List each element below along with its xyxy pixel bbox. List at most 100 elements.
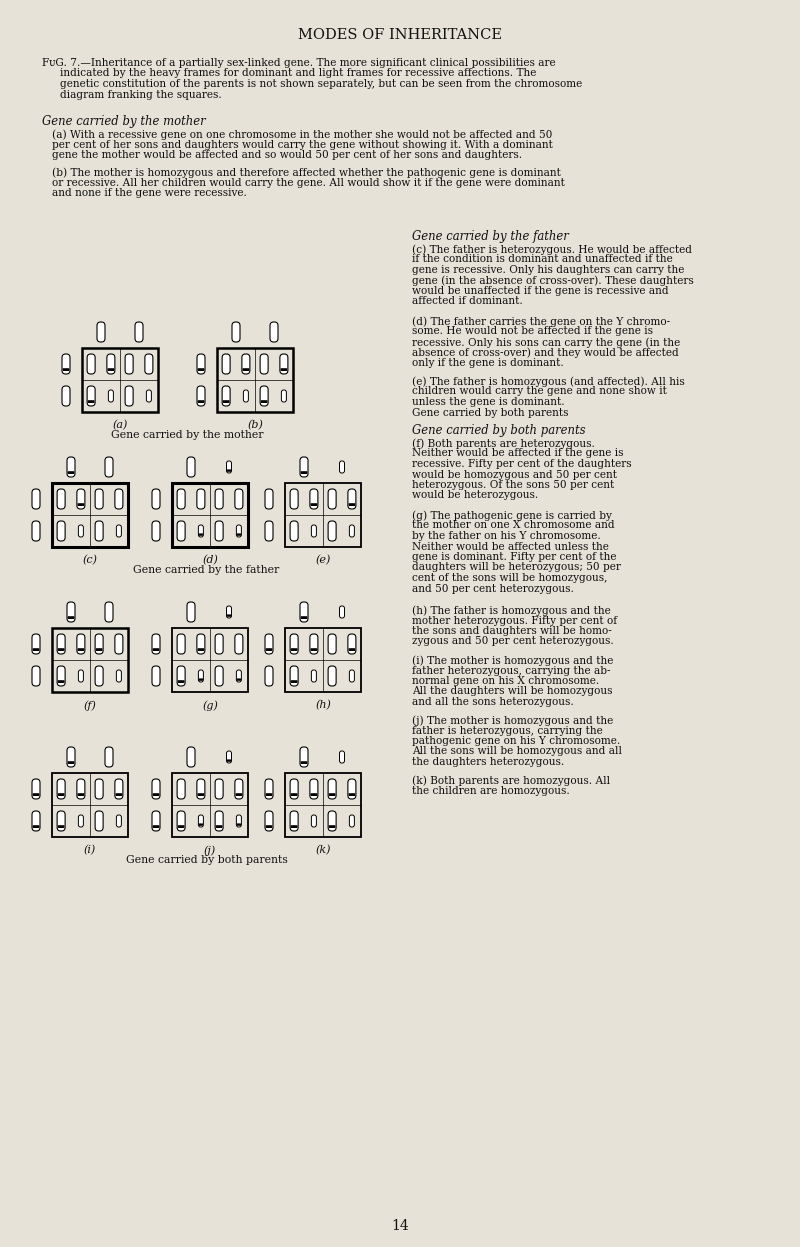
Text: gene is dominant. Fifty per cent of the: gene is dominant. Fifty per cent of the: [412, 552, 617, 562]
FancyBboxPatch shape: [237, 534, 241, 536]
FancyBboxPatch shape: [95, 779, 103, 799]
Text: recessive. Only his sons can carry the gene (in the: recessive. Only his sons can carry the g…: [412, 337, 680, 348]
FancyBboxPatch shape: [78, 816, 83, 827]
FancyBboxPatch shape: [152, 779, 160, 799]
Text: 14: 14: [391, 1220, 409, 1233]
Text: gene the mother would be affected and so would 50 per cent of her sons and daugh: gene the mother would be affected and so…: [52, 150, 522, 160]
FancyBboxPatch shape: [177, 666, 185, 686]
FancyBboxPatch shape: [265, 633, 273, 653]
Text: FᴜG. 7.—Inheritance of a partially sex-linked gene. The more significant clinica: FᴜG. 7.—Inheritance of a partially sex-l…: [42, 59, 556, 69]
FancyBboxPatch shape: [198, 823, 203, 826]
Text: (f) Both parents are heterozygous.: (f) Both parents are heterozygous.: [412, 438, 595, 449]
FancyBboxPatch shape: [33, 826, 39, 828]
FancyBboxPatch shape: [222, 387, 230, 407]
FancyBboxPatch shape: [350, 816, 354, 827]
FancyBboxPatch shape: [57, 666, 65, 686]
Text: the children are homozygous.: the children are homozygous.: [412, 786, 570, 796]
FancyBboxPatch shape: [198, 670, 203, 682]
FancyBboxPatch shape: [280, 354, 288, 374]
Bar: [82, 348, 158, 412]
FancyBboxPatch shape: [235, 633, 243, 653]
FancyBboxPatch shape: [281, 368, 287, 372]
FancyBboxPatch shape: [198, 816, 203, 827]
FancyBboxPatch shape: [67, 602, 75, 622]
FancyBboxPatch shape: [108, 390, 114, 402]
FancyBboxPatch shape: [290, 779, 298, 799]
FancyBboxPatch shape: [67, 456, 75, 478]
FancyBboxPatch shape: [328, 811, 336, 831]
FancyBboxPatch shape: [198, 534, 203, 536]
FancyBboxPatch shape: [146, 390, 151, 402]
FancyBboxPatch shape: [270, 322, 278, 342]
FancyBboxPatch shape: [349, 648, 355, 651]
Text: Gene carried by both parents: Gene carried by both parents: [126, 855, 287, 865]
FancyBboxPatch shape: [57, 489, 65, 509]
FancyBboxPatch shape: [77, 489, 85, 509]
Text: per cent of her sons and daughters would carry the gene without showing it. With: per cent of her sons and daughters would…: [52, 140, 553, 150]
FancyBboxPatch shape: [78, 793, 84, 796]
FancyBboxPatch shape: [227, 759, 231, 762]
FancyBboxPatch shape: [339, 751, 345, 763]
FancyBboxPatch shape: [328, 633, 336, 653]
Text: (d): (d): [202, 555, 218, 565]
Text: Neither would be affected unless the: Neither would be affected unless the: [412, 541, 609, 551]
FancyBboxPatch shape: [290, 811, 298, 831]
FancyBboxPatch shape: [265, 521, 273, 541]
FancyBboxPatch shape: [349, 793, 355, 796]
FancyBboxPatch shape: [177, 521, 185, 541]
FancyBboxPatch shape: [290, 666, 298, 686]
FancyBboxPatch shape: [32, 489, 40, 509]
Text: the sons and daughters will be homo-: the sons and daughters will be homo-: [412, 626, 612, 636]
Text: MODES OF INHERITANCE: MODES OF INHERITANCE: [298, 27, 502, 42]
FancyBboxPatch shape: [260, 354, 268, 374]
Text: pathogenic gene on his Y chromosome.: pathogenic gene on his Y chromosome.: [412, 736, 620, 746]
FancyBboxPatch shape: [242, 368, 250, 372]
Text: Gene carried by the father: Gene carried by the father: [412, 229, 569, 243]
FancyBboxPatch shape: [328, 489, 336, 509]
Text: the daughters heterozygous.: the daughters heterozygous.: [412, 757, 564, 767]
Text: (g): (g): [202, 700, 218, 711]
FancyBboxPatch shape: [95, 489, 103, 509]
Text: (i): (i): [84, 845, 96, 855]
Text: gene (in the absence of cross-over). These daughters: gene (in the absence of cross-over). The…: [412, 276, 694, 286]
FancyBboxPatch shape: [215, 811, 223, 831]
Text: (b): (b): [247, 420, 263, 430]
FancyBboxPatch shape: [177, 633, 185, 653]
FancyBboxPatch shape: [328, 779, 336, 799]
FancyBboxPatch shape: [236, 670, 242, 682]
FancyBboxPatch shape: [215, 633, 223, 653]
FancyBboxPatch shape: [187, 747, 195, 767]
FancyBboxPatch shape: [116, 525, 122, 537]
FancyBboxPatch shape: [328, 521, 336, 541]
FancyBboxPatch shape: [32, 521, 40, 541]
FancyBboxPatch shape: [125, 354, 133, 374]
Text: recessive. Fifty per cent of the daughters: recessive. Fifty per cent of the daughte…: [412, 459, 632, 469]
FancyBboxPatch shape: [145, 354, 153, 374]
Text: (k): (k): [315, 845, 330, 855]
FancyBboxPatch shape: [153, 826, 159, 828]
Text: children would carry the gene and none show it: children would carry the gene and none s…: [412, 387, 667, 397]
FancyBboxPatch shape: [67, 747, 75, 767]
FancyBboxPatch shape: [77, 633, 85, 653]
Bar: [285, 628, 361, 692]
Bar: [52, 773, 128, 837]
Text: absence of cross-over) and they would be affected: absence of cross-over) and they would be…: [412, 348, 678, 358]
FancyBboxPatch shape: [95, 633, 103, 653]
FancyBboxPatch shape: [97, 322, 105, 342]
FancyBboxPatch shape: [152, 489, 160, 509]
FancyBboxPatch shape: [311, 670, 316, 682]
FancyBboxPatch shape: [87, 387, 95, 407]
FancyBboxPatch shape: [290, 680, 298, 683]
FancyBboxPatch shape: [226, 461, 231, 473]
FancyBboxPatch shape: [235, 779, 243, 799]
FancyBboxPatch shape: [265, 779, 273, 799]
FancyBboxPatch shape: [235, 793, 242, 796]
Text: heterozygous. Of the sons 50 per cent: heterozygous. Of the sons 50 per cent: [412, 480, 614, 490]
Text: All the daughters will be homozygous: All the daughters will be homozygous: [412, 687, 613, 697]
Text: the mother on one X chromosome and: the mother on one X chromosome and: [412, 520, 614, 530]
FancyBboxPatch shape: [62, 387, 70, 407]
FancyBboxPatch shape: [215, 521, 223, 541]
FancyBboxPatch shape: [95, 666, 103, 686]
FancyBboxPatch shape: [177, 489, 185, 509]
Bar: [52, 483, 128, 547]
